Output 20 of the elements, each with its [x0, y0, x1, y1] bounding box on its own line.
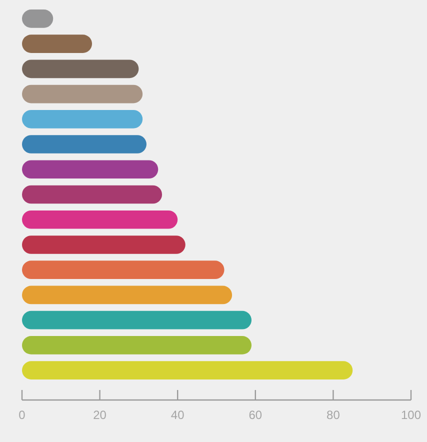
- bar: [22, 160, 158, 179]
- x-tick-label: 80: [326, 408, 340, 422]
- x-tick-label: 0: [18, 408, 26, 422]
- x-tick-label: 100: [400, 408, 422, 422]
- x-tick-label: 60: [248, 408, 262, 422]
- bar: [22, 185, 162, 204]
- bar: [22, 336, 252, 354]
- bar: [22, 84, 143, 104]
- bar: [22, 135, 146, 154]
- bar: [22, 260, 224, 280]
- bar: [22, 110, 143, 128]
- x-tick-label: 40: [170, 408, 185, 422]
- x-tick-label: 20: [93, 408, 107, 422]
- bar: [22, 236, 186, 254]
- bar: [22, 310, 252, 330]
- bar: [22, 286, 232, 304]
- bar: [22, 210, 178, 229]
- bar: [22, 361, 353, 380]
- bar: [22, 34, 92, 53]
- bar: [22, 60, 139, 78]
